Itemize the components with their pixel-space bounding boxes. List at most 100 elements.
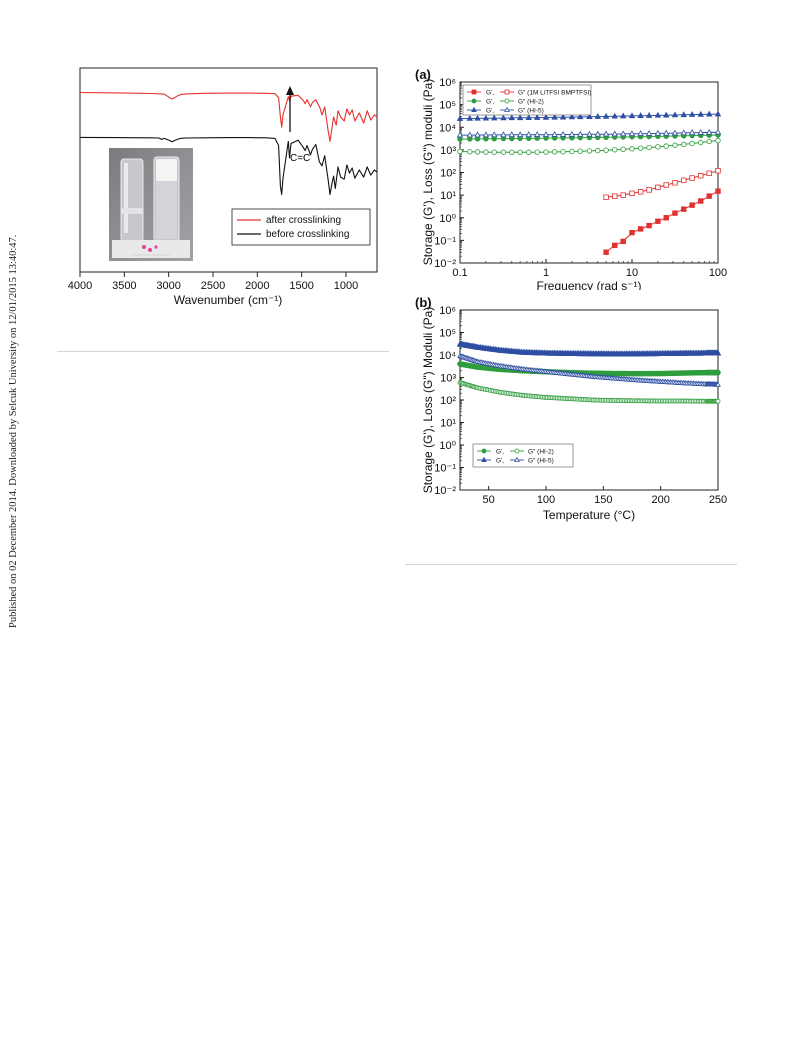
data-point xyxy=(715,369,721,376)
data-point xyxy=(611,112,618,119)
data-point xyxy=(715,398,721,404)
data-point xyxy=(706,193,712,199)
legend-a-marker-open xyxy=(504,106,510,112)
legend-box xyxy=(472,443,574,468)
data-point xyxy=(517,149,523,156)
data-point xyxy=(500,114,507,121)
data-point xyxy=(516,114,524,121)
data-point xyxy=(568,130,576,137)
legend-a-label-g-double-prime: G" (HI-5) xyxy=(518,108,544,115)
data-point xyxy=(671,111,679,118)
data-point xyxy=(620,146,626,153)
data-point xyxy=(534,149,540,155)
legend-a-label-g-double-prime: G" (1M LiTFSI BMPTFSI) xyxy=(518,90,591,97)
data-point xyxy=(474,136,481,142)
data-point xyxy=(594,130,601,137)
data-point xyxy=(705,110,713,117)
data-point xyxy=(715,168,721,174)
ftir-x-tick-label: 2500 xyxy=(201,280,225,292)
y-tick-label: 10⁴ xyxy=(439,350,456,362)
rheo-a-series xyxy=(456,110,722,255)
data-point xyxy=(681,141,687,148)
y-tick-label: 10³ xyxy=(440,145,456,157)
data-point xyxy=(637,112,644,118)
data-point xyxy=(698,173,704,179)
legend-a-marker-filled xyxy=(471,89,477,95)
legend-a-marker-filled xyxy=(471,106,477,112)
data-point xyxy=(619,112,627,119)
data-point xyxy=(456,131,464,138)
data-point xyxy=(551,131,558,137)
cc-label: C=C xyxy=(290,153,310,164)
x-tick-label: 10 xyxy=(626,267,638,279)
legend-b-label-g-double-prime: G" (HI-5) xyxy=(528,458,554,465)
rheo-a-legend: G', G" (1M LiTFSI BMPTFSI) G', G" (HI-2) G',… xyxy=(462,84,591,116)
divider-left xyxy=(57,351,389,352)
rheo-b-legend: G', G" (HI-2) G', G" (HI-5) xyxy=(472,443,574,468)
panel-label-a: (a) xyxy=(415,67,431,82)
y-tick-label: 10⁻¹ xyxy=(434,463,456,475)
data-point xyxy=(672,142,678,148)
data-point xyxy=(466,114,474,121)
x-tick-label: 100 xyxy=(709,267,727,279)
data-point xyxy=(619,130,627,137)
data-point xyxy=(697,129,704,135)
data-point xyxy=(663,143,669,149)
y-tick-label: 10⁴ xyxy=(439,122,456,134)
data-point xyxy=(533,114,541,120)
data-point xyxy=(628,130,636,137)
data-point xyxy=(663,182,669,188)
data-point xyxy=(586,113,593,120)
data-point xyxy=(516,131,524,138)
data-point xyxy=(654,129,662,136)
data-point xyxy=(491,131,498,138)
data-point xyxy=(500,149,507,155)
ftir-x-axis: 4000 3500 3000 2500 2000 1500 1000 xyxy=(68,272,358,292)
rheo-b-x-axis-label: Temperature (°C) xyxy=(543,508,635,522)
data-point xyxy=(525,131,532,137)
data-point xyxy=(603,249,609,255)
data-point xyxy=(637,226,644,232)
y-tick-label: 10³ xyxy=(440,373,456,385)
data-point xyxy=(526,149,532,155)
data-point xyxy=(467,136,473,142)
data-point xyxy=(663,129,670,136)
y-tick-label: 10¹ xyxy=(440,418,456,430)
data-point xyxy=(681,177,687,184)
data-point xyxy=(612,242,618,249)
data-point xyxy=(611,130,618,137)
legend-a-marker-filled xyxy=(471,98,477,104)
data-point xyxy=(603,147,609,153)
ftir-x-tick-label: 3000 xyxy=(156,280,180,292)
data-point xyxy=(456,115,464,121)
ftir-x-tick-label: 3500 xyxy=(112,280,136,292)
data-point xyxy=(482,131,490,138)
data-point xyxy=(646,222,652,229)
data-point xyxy=(655,184,661,191)
ftir-x-tick-label: 1500 xyxy=(289,280,313,292)
data-point xyxy=(706,170,712,177)
spectrum-before-crosslinking xyxy=(79,136,378,196)
data-point xyxy=(577,130,584,137)
data-point xyxy=(620,192,626,198)
legend-b-marker-open xyxy=(514,448,520,454)
data-point xyxy=(698,139,704,146)
data-point xyxy=(689,175,695,181)
data-point xyxy=(482,114,490,121)
cc-annotation: C=C xyxy=(286,86,310,164)
legend-a-label-g-prime: G', xyxy=(486,108,494,115)
data-point xyxy=(612,147,618,153)
data-point xyxy=(646,187,652,193)
divider-right xyxy=(405,564,737,565)
publication-note-text: Published on 02 December 2014. Downloade… xyxy=(8,235,19,628)
legend-a-marker-open xyxy=(504,89,510,95)
data-point xyxy=(457,148,463,155)
data-point xyxy=(603,194,609,201)
data-point xyxy=(559,130,567,137)
rheo-a-axes: 10⁻² 10⁻¹ 10⁰ 10¹ 10² 10³ 10⁴ 10⁵ 10⁶ 0.1 1 10 100 xyxy=(434,77,727,279)
data-point xyxy=(671,129,679,136)
y-tick-label: 10⁻² xyxy=(434,258,456,270)
data-point xyxy=(714,349,722,356)
data-point xyxy=(457,136,463,142)
legend-label-after: after crosslinking xyxy=(266,215,341,226)
